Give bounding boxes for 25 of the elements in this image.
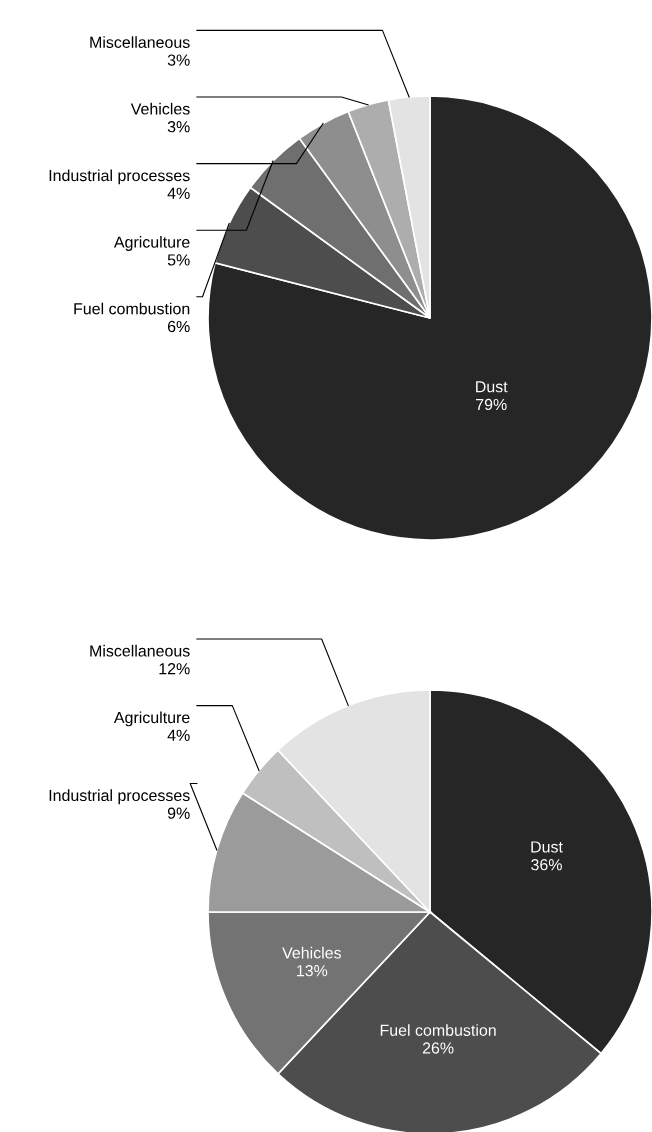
data-label: 36%	[531, 859, 562, 871]
slice-label: Industrial processes	[49, 169, 190, 185]
data-label: 6%	[167, 320, 190, 333]
data-label: 13%	[297, 965, 328, 977]
slice-label: Miscellaneous	[90, 36, 190, 48]
data-label: 12%	[159, 663, 190, 675]
slice-label: Industrial processes	[49, 789, 190, 805]
slice-label: Agriculture	[113, 711, 190, 727]
slice-label: Fuel combustion	[380, 1024, 496, 1036]
slice-label: Dust	[476, 381, 508, 393]
slice-label: Fuel combustion	[74, 302, 190, 315]
data-label: 26%	[422, 1042, 454, 1054]
data-label: 3%	[167, 121, 190, 133]
data-label: 4%	[167, 187, 190, 199]
slice-label: Agriculture	[113, 236, 190, 251]
data-label: 9%	[167, 807, 190, 819]
slice-label: Vehicles	[282, 946, 341, 959]
data-label: 3%	[167, 54, 190, 66]
slice-label: Dust	[531, 841, 563, 853]
data-label: 4%	[167, 729, 190, 741]
slice-label: Vehicles	[130, 102, 190, 115]
data-label: 79%	[476, 398, 507, 411]
pie-slice	[207, 95, 652, 541]
slice-label: Miscellaneous	[90, 644, 190, 657]
data-label: 5%	[167, 254, 190, 266]
